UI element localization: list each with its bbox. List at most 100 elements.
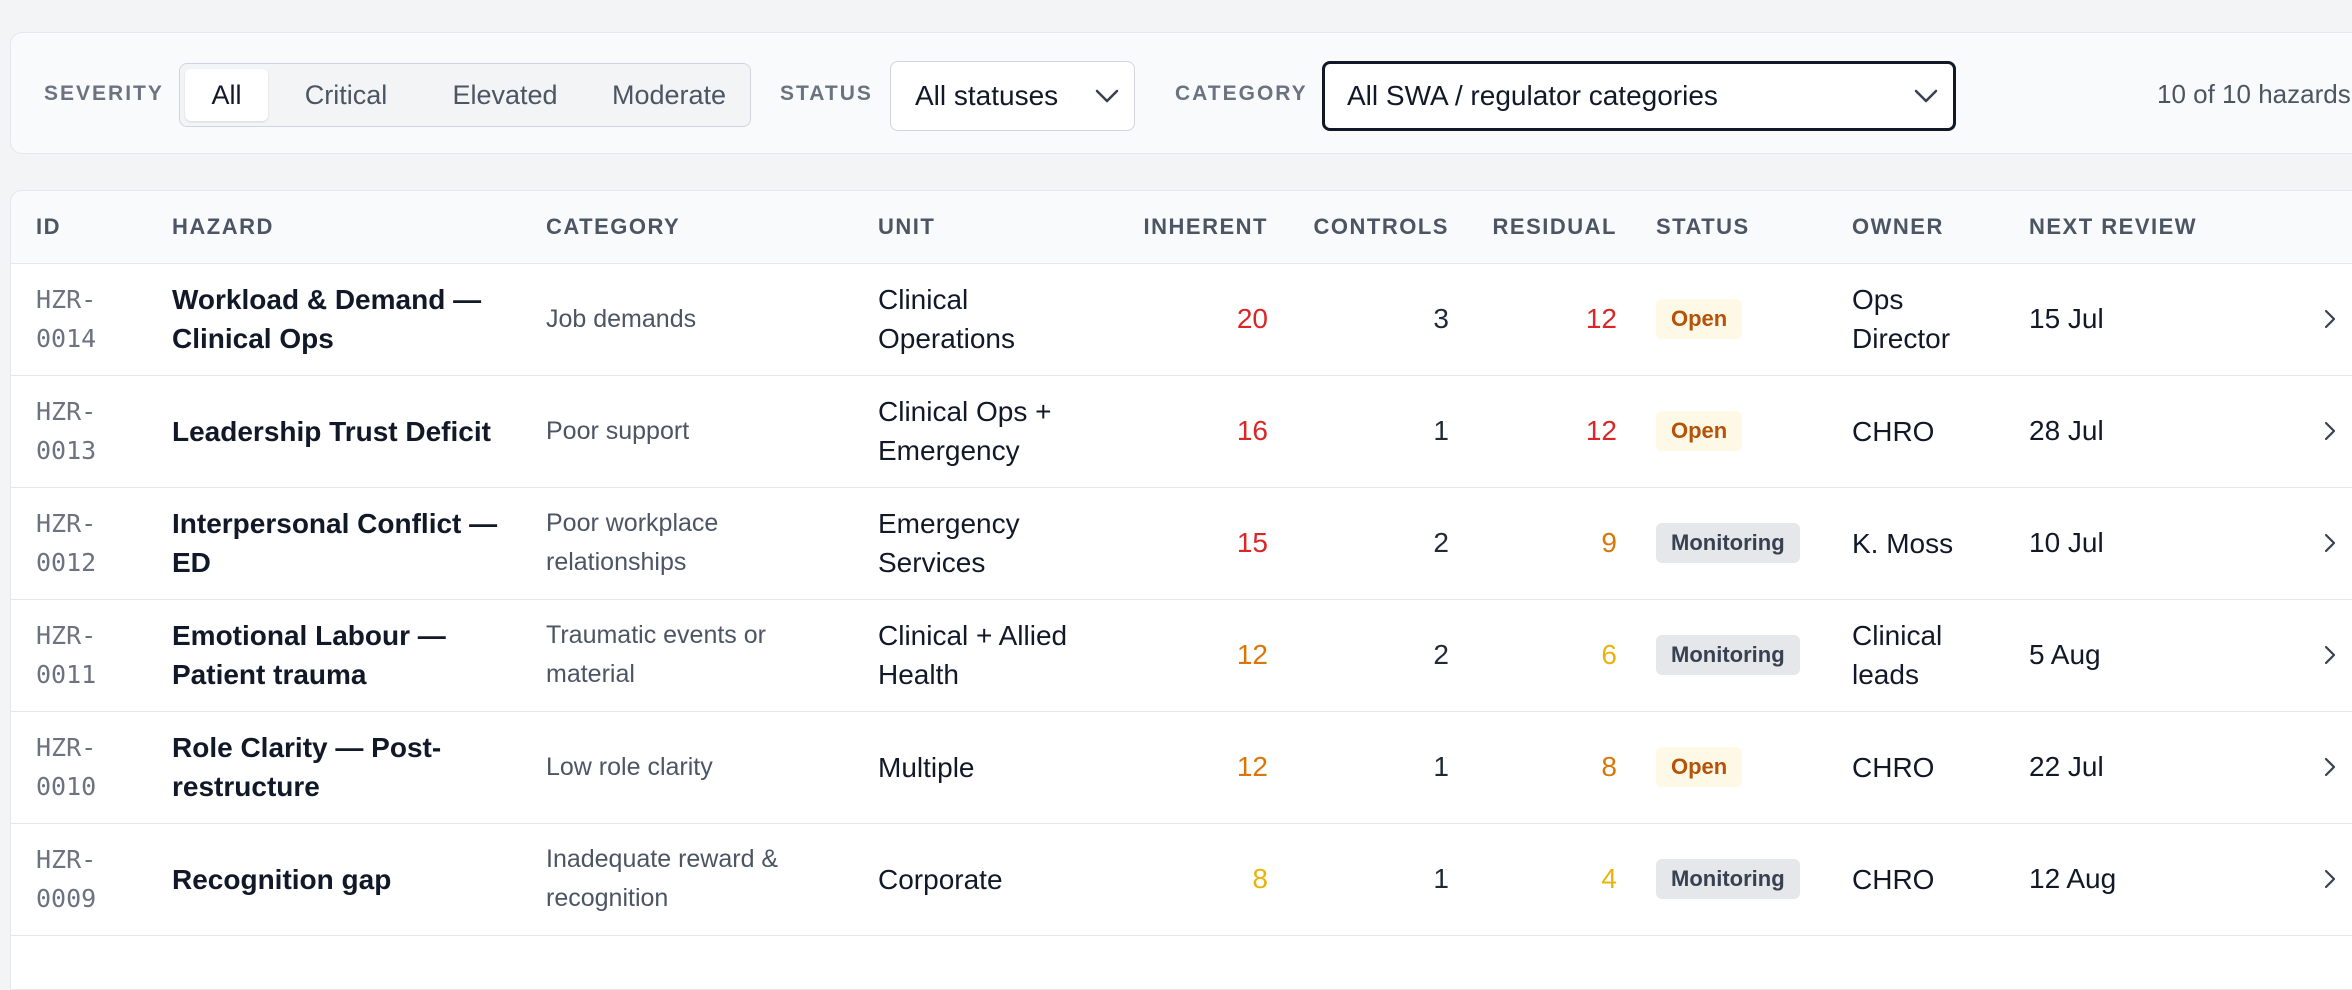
status-badge: Open: [1656, 747, 1743, 787]
table-row[interactable]: HZR-0010 Role Clarity — Post-restructure L…: [11, 711, 2352, 824]
header-residual: RESIDUAL: [1492, 214, 1617, 239]
hazard-unit: Multiple: [878, 751, 975, 783]
cell-residual: 12: [1469, 263, 1617, 375]
controls-count: 2: [1433, 639, 1449, 670]
cell-owner: CHRO: [1852, 375, 2002, 487]
controls-count: 3: [1433, 303, 1449, 334]
chevron-down-icon: [1095, 89, 1119, 103]
cell-owner: CHRO: [1852, 823, 2002, 935]
cell-next-review: 28 Jul: [2029, 375, 2189, 487]
chevron-right-icon[interactable]: [2323, 420, 2337, 442]
next-review-date: 12 Aug: [2029, 863, 2117, 894]
hazard-unit: Clinical + Allied Health: [878, 620, 1068, 690]
owner-name: Ops Director: [1852, 284, 1951, 354]
cell-status: Open: [1656, 711, 1836, 823]
inherent-score: 20: [1236, 303, 1268, 334]
cell-inherent: 16: [1118, 375, 1268, 487]
hazard-name: Leadership Trust Deficit: [172, 415, 491, 447]
status-badge: Monitoring: [1656, 635, 1800, 675]
owner-name: CHRO: [1852, 751, 1935, 783]
cell-open: [2323, 599, 2343, 711]
next-review-date: 15 Jul: [2029, 303, 2104, 334]
cell-id: HZR-0012: [36, 487, 136, 599]
residual-score: 12: [1585, 415, 1617, 446]
hazard-category: Job demands: [546, 304, 697, 333]
hazard-id: HZR-0014: [36, 285, 97, 353]
inherent-score: 16: [1236, 415, 1268, 446]
cell-status: Monitoring: [1656, 599, 1836, 711]
status-label: STATUS: [780, 82, 873, 105]
residual-score: 8: [1601, 751, 1617, 782]
header-next-review: NEXT REVIEW: [2029, 214, 2198, 239]
cell-hazard: Interpersonal Conflict — ED: [172, 487, 502, 599]
severity-option-all[interactable]: All: [185, 69, 268, 121]
cell-inherent: 15: [1118, 487, 1268, 599]
cell-unit: Multiple: [878, 711, 1108, 823]
cell-inherent: 12: [1118, 711, 1268, 823]
table-row[interactable]: HZR-0009 Recognition gap Inadequate reward…: [11, 823, 2352, 936]
cell-next-review: 5 Aug: [2029, 599, 2189, 711]
cell-residual: 6: [1469, 599, 1617, 711]
cell-unit: Clinical Operations: [878, 263, 1108, 375]
header-inherent: INHERENT: [1143, 214, 1268, 239]
category-select[interactable]: All SWA / regulator categories: [1322, 61, 1956, 131]
chevron-right-icon[interactable]: [2323, 532, 2337, 554]
residual-score: 12: [1585, 303, 1617, 334]
severity-option-moderate[interactable]: Moderate: [611, 80, 727, 110]
severity-segmented-control: All Critical Elevated Moderate: [179, 63, 751, 127]
cell-controls: 2: [1288, 487, 1449, 599]
table-row[interactable]: HZR-0011 Emotional Labour — Patient traum…: [11, 599, 2352, 712]
chevron-right-icon[interactable]: [2323, 644, 2337, 666]
table-row[interactable]: HZR-0012 Interpersonal Conflict — ED Poor …: [11, 487, 2352, 600]
cell-status: Open: [1656, 263, 1836, 375]
chevron-right-icon[interactable]: [2323, 308, 2337, 330]
cell-category: Low role clarity: [546, 711, 826, 823]
hazard-category: Poor workplace relationships: [546, 509, 719, 576]
table-row[interactable]: HZR-0013 Leadership Trust Deficit Poor sup…: [11, 375, 2352, 488]
status-badge: Open: [1656, 411, 1743, 451]
chevron-right-icon[interactable]: [2323, 756, 2337, 778]
cell-controls: 1: [1288, 823, 1449, 935]
cell-owner: Ops Director: [1852, 263, 2002, 375]
cell-id: HZR-0014: [36, 263, 136, 375]
severity-option-elevated[interactable]: Elevated: [452, 80, 558, 110]
cell-category: Inadequate reward & recognition: [546, 823, 826, 935]
cell-hazard: Role Clarity — Post-restructure: [172, 711, 502, 823]
cell-id: HZR-0009: [36, 823, 136, 935]
hazard-name: Workload & Demand — Clinical Ops: [172, 284, 482, 354]
status-badge: Monitoring: [1656, 523, 1800, 563]
filter-bar: SEVERITY All Critical Elevated Moderate …: [10, 32, 2352, 154]
category-select-value: All SWA / regulator categories: [1347, 80, 1718, 111]
cell-residual: 8: [1469, 711, 1617, 823]
cell-residual: 4: [1469, 823, 1617, 935]
cell-next-review: 22 Jul: [2029, 711, 2189, 823]
hazard-name: Recognition gap: [172, 863, 392, 895]
chevron-right-icon[interactable]: [2323, 868, 2337, 890]
hazard-unit: Clinical Ops + Emergency: [878, 396, 1052, 466]
status-select-value: All statuses: [915, 80, 1059, 111]
severity-option-critical[interactable]: Critical: [304, 80, 388, 110]
cell-status: Monitoring: [1656, 487, 1836, 599]
cell-category: Poor workplace relationships: [546, 487, 826, 599]
status-select[interactable]: All statuses: [890, 61, 1135, 131]
cell-owner: CHRO: [1852, 711, 2002, 823]
inherent-score: 12: [1236, 639, 1268, 670]
cell-owner: Clinical leads: [1852, 599, 2002, 711]
cell-open: [2323, 375, 2343, 487]
cell-status: Open: [1656, 375, 1836, 487]
owner-name: CHRO: [1852, 415, 1935, 447]
hazard-unit: Corporate: [878, 863, 1003, 895]
hazard-id: HZR-0010: [36, 733, 97, 801]
table-header: ID HAZARD CATEGORY UNIT INHERENT CONTROL…: [11, 191, 2352, 264]
hazard-unit: Emergency Services: [878, 508, 1020, 578]
cell-unit: Clinical + Allied Health: [878, 599, 1108, 711]
owner-name: CHRO: [1852, 863, 1935, 895]
cell-inherent: 20: [1118, 263, 1268, 375]
cell-unit: Corporate: [878, 823, 1108, 935]
cell-open: [2323, 263, 2343, 375]
status-badge: Open: [1656, 299, 1743, 339]
hazard-category: Low role clarity: [546, 752, 713, 781]
table-row[interactable]: HZR-0014 Workload & Demand — Clinical Ops…: [11, 263, 2352, 376]
hazard-id: HZR-0013: [36, 397, 97, 465]
residual-score: 4: [1601, 863, 1617, 894]
